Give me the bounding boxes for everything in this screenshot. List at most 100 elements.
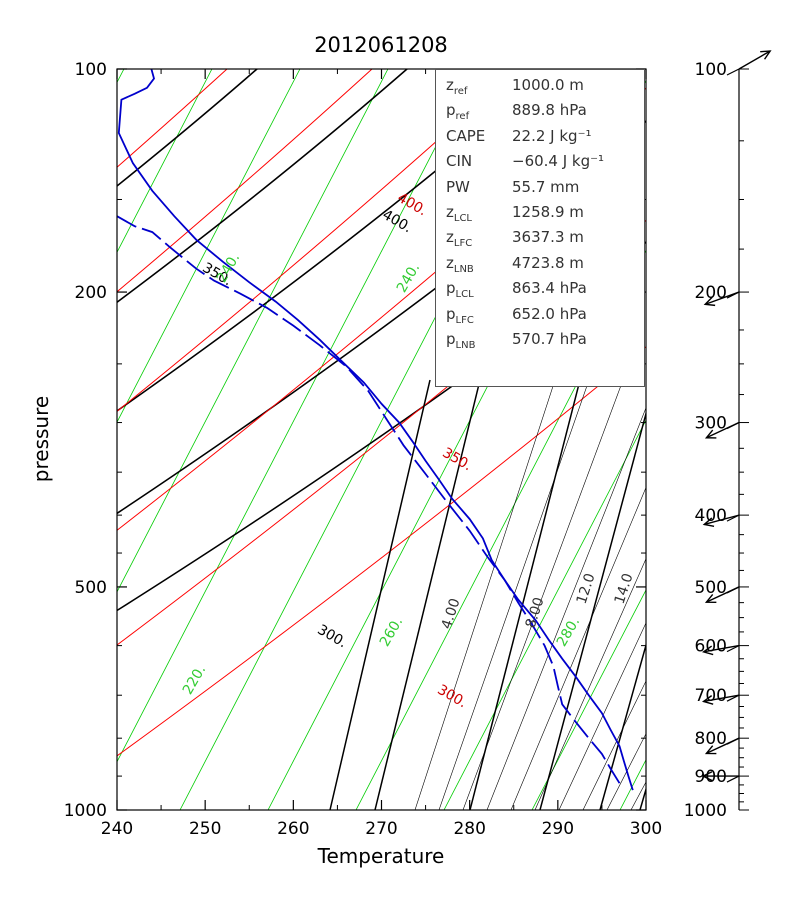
stat-symbol: z <box>446 76 454 94</box>
stat-row: zref 1000.0 m <box>446 76 584 100</box>
stat-row: CIN −60.4 J kg⁻¹ <box>446 152 604 176</box>
wind-barb-tail <box>726 514 740 522</box>
stat-label: zLCL <box>446 203 512 224</box>
wind-barb-head <box>703 296 716 307</box>
stat-row: CAPE 22.2 J kg⁻¹ <box>446 127 592 151</box>
background-line-label: 280. <box>554 615 583 650</box>
x-tick-label: 280 <box>453 819 485 839</box>
background-line-label: 350. <box>440 445 475 474</box>
background-line-label: 300. <box>435 682 470 711</box>
wind-barb-head <box>701 771 713 782</box>
stat-subscript: ref <box>455 111 470 123</box>
stat-subscript: ref <box>453 86 468 97</box>
wind-barb-tail <box>726 775 740 783</box>
isotherm-line <box>531 589 646 810</box>
wind-barb-head <box>704 745 717 755</box>
x-tick-label: 270 <box>365 819 397 839</box>
mixing-ratio-line <box>486 407 646 810</box>
wind-barb-head <box>704 429 717 439</box>
stat-symbol: p <box>446 101 456 120</box>
stat-label: zref <box>446 76 512 97</box>
wind-level-label: 200 <box>695 283 727 303</box>
mixing-ratio-line <box>510 486 646 810</box>
y-tick-label: 200 <box>75 283 107 303</box>
stat-symbol: p <box>446 330 456 348</box>
saturation-line <box>374 379 481 810</box>
y-tick-label: 1000 <box>64 801 107 821</box>
profile-lines <box>117 69 634 791</box>
wind-barb-head <box>760 50 772 60</box>
mixing-ratio-line <box>582 680 646 810</box>
stat-value: 1000.0 m <box>512 76 584 94</box>
wind-barb-tail <box>726 422 740 430</box>
wind-barb <box>704 291 740 306</box>
stat-label: CAPE <box>446 127 512 145</box>
stat-row: PW 55.7 mm <box>446 178 579 202</box>
stat-label: pLCL <box>446 279 512 300</box>
stat-symbol: z <box>446 203 454 221</box>
wind-barb-head <box>704 593 717 603</box>
stat-value: 55.7 mm <box>512 177 580 196</box>
wind-barb-tail <box>726 68 740 76</box>
stat-value: −60.4 J kg⁻¹ <box>512 152 605 171</box>
stat-row: pLNB 570.7 hPa <box>446 330 587 354</box>
x-tick-label: 300 <box>630 819 662 839</box>
stat-value: 22.2 J kg⁻¹ <box>512 126 592 145</box>
wind-level-label: 900 <box>695 767 727 787</box>
axes: 240 250 260 270 280 290 300 100 200 500 1000 <box>64 60 662 839</box>
wind-barb <box>704 514 740 526</box>
stat-symbol: p <box>446 304 456 323</box>
moist-adiabat-line <box>117 69 373 293</box>
stats-box: zref 1000.0 m pref 889.8 hPa CAPE 22.2 J kg⁻¹… <box>435 69 645 387</box>
wind-barb-tail <box>726 291 740 299</box>
stat-value: 3637.3 m <box>512 228 584 247</box>
background-line-label: 260. <box>377 615 406 650</box>
stat-label: zLNB <box>446 254 512 275</box>
series-dewpoint <box>117 215 621 784</box>
stat-row: zLFC 3637.3 m <box>446 228 584 252</box>
stat-label: zLFC <box>446 228 512 249</box>
stat-symbol: PW <box>446 177 470 196</box>
stat-label: CIN <box>446 152 512 170</box>
x-tick-label: 260 <box>277 819 309 839</box>
background-line-label: 240. <box>214 251 243 286</box>
wind-level-label: 1000 <box>684 801 727 821</box>
background-line-label: 300. <box>315 622 350 651</box>
wind-barb-tail <box>726 737 740 745</box>
dry-adiabat-line <box>117 241 646 612</box>
saturation-line <box>599 642 646 810</box>
stat-row: zLNB 4723.8 m <box>446 254 584 278</box>
stat-value: 863.4 hPa <box>512 279 587 298</box>
moist-adiabat-line <box>117 219 646 646</box>
wind-barb-head <box>701 695 714 705</box>
mixing-ratio-line <box>534 558 646 810</box>
wind-barb <box>738 50 771 70</box>
stat-value: 4723.8 m <box>512 253 584 272</box>
x-axis-label: Temperature <box>317 844 445 868</box>
wind-barb-tail <box>726 645 740 653</box>
wind-level-label: 100 <box>695 60 727 80</box>
stat-label: pLFC <box>446 305 512 326</box>
stat-symbol: z <box>446 253 454 272</box>
wind-barb <box>703 694 740 703</box>
stat-subscript: LCL <box>453 213 472 224</box>
mixing-ratio-line <box>462 379 624 810</box>
background-line-label: 220. <box>180 663 209 698</box>
isotherm-line <box>117 69 301 423</box>
moist-adiabat-line <box>117 346 646 757</box>
background-line-label: 8.00 <box>523 595 548 630</box>
dry-adiabat-line <box>117 69 409 304</box>
stat-value: 889.8 hPa <box>512 101 587 120</box>
stat-value: 652.0 hPa <box>512 304 587 323</box>
saturation-line <box>539 410 646 810</box>
stat-subscript: LNB <box>455 340 476 351</box>
stat-row: zLCL 1258.9 m <box>446 203 584 227</box>
y-tick-label: 100 <box>75 60 107 80</box>
isotherm-line <box>117 69 477 763</box>
stat-symbol: CAPE <box>446 126 486 145</box>
stat-subscript: LFC <box>453 238 473 250</box>
isotherm-line <box>117 69 125 84</box>
mixing-ratio-line <box>558 622 646 810</box>
background-line-label: 12.0 <box>574 571 599 606</box>
stat-label: pref <box>446 101 512 122</box>
